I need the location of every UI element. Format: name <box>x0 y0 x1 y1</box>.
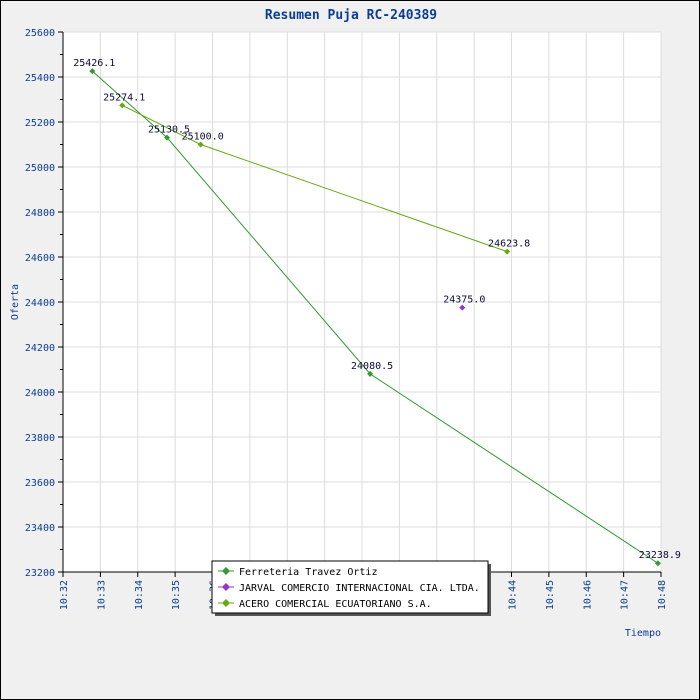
y-tick-label: 25400 <box>25 73 55 84</box>
grid-layer <box>62 31 662 573</box>
x-tick-label: 10:44 <box>508 580 519 610</box>
legend-label: ACERO COMERCIAL ECUATORIANO S.A. <box>239 599 432 610</box>
x-tick-label: 10:34 <box>134 580 145 610</box>
legend-swatch-marker <box>222 567 230 575</box>
y-tick-label: 24800 <box>25 208 55 219</box>
data-point <box>504 248 511 255</box>
data-point <box>164 134 171 141</box>
data-label: 25274.1 <box>103 92 145 103</box>
series-line <box>91 70 659 564</box>
data-point <box>197 141 204 148</box>
data-label: 24623.8 <box>488 239 530 250</box>
series-layer <box>89 68 661 567</box>
y-tick-label: 25200 <box>25 118 55 129</box>
x-tick-label: 10:45 <box>545 580 556 610</box>
data-label: 24080.5 <box>351 361 393 372</box>
y-tick-label: 24400 <box>25 298 55 309</box>
y-tick-label: 23200 <box>25 568 55 579</box>
y-axis-label: Oferta <box>10 284 21 320</box>
legend-label: JARVAL COMERCIO INTERNACIONAL CIA. LTDA. <box>239 583 480 594</box>
data-label: 25100.0 <box>182 132 224 143</box>
y-tick-label: 23400 <box>25 523 55 534</box>
data-point <box>459 304 466 311</box>
x-tick-label: 10:48 <box>657 580 668 610</box>
y-tick-label: 24000 <box>25 388 55 399</box>
y-tick-label: 24200 <box>25 343 55 354</box>
y-tick-label: 25600 <box>25 28 55 39</box>
data-label: 25426.1 <box>73 58 115 69</box>
data-label: 25130.5 <box>148 125 190 136</box>
chart-title: Resumen Puja RC-240389 <box>265 8 437 23</box>
y-tick-label: 24600 <box>25 253 55 264</box>
y-tick-label: 23800 <box>25 433 55 444</box>
legend-swatch-marker <box>222 599 230 607</box>
data-point <box>119 102 126 109</box>
data-label: 23238.9 <box>639 550 681 561</box>
legend-swatch-marker <box>222 583 230 591</box>
label-layer: 25426.1 25130.5 24080.5 23238.9 24375.0 25274… <box>73 58 681 561</box>
y-tick-label: 25000 <box>25 163 55 174</box>
x-tick-label: 10:46 <box>582 580 593 610</box>
x-tick-label: 10:47 <box>620 580 631 610</box>
y-tick-label: 23600 <box>25 478 55 489</box>
x-axis-label: Tiempo <box>625 628 661 639</box>
legend-label: Ferreteria Travez Ortiz <box>239 567 377 578</box>
legend: Ferreteria Travez Ortiz JARVAL COMERCIO I… <box>211 560 491 616</box>
legend-box <box>211 560 489 614</box>
x-tick-label: 10:35 <box>171 580 182 610</box>
data-point <box>654 560 661 567</box>
data-label: 24375.0 <box>443 295 485 306</box>
x-tick-label: 10:32 <box>59 580 70 610</box>
x-tick-label: 10:33 <box>96 580 107 610</box>
data-point <box>367 370 374 377</box>
legend-items: Ferreteria Travez Ortiz JARVAL COMERCIO I… <box>218 567 480 610</box>
data-point <box>89 68 96 75</box>
